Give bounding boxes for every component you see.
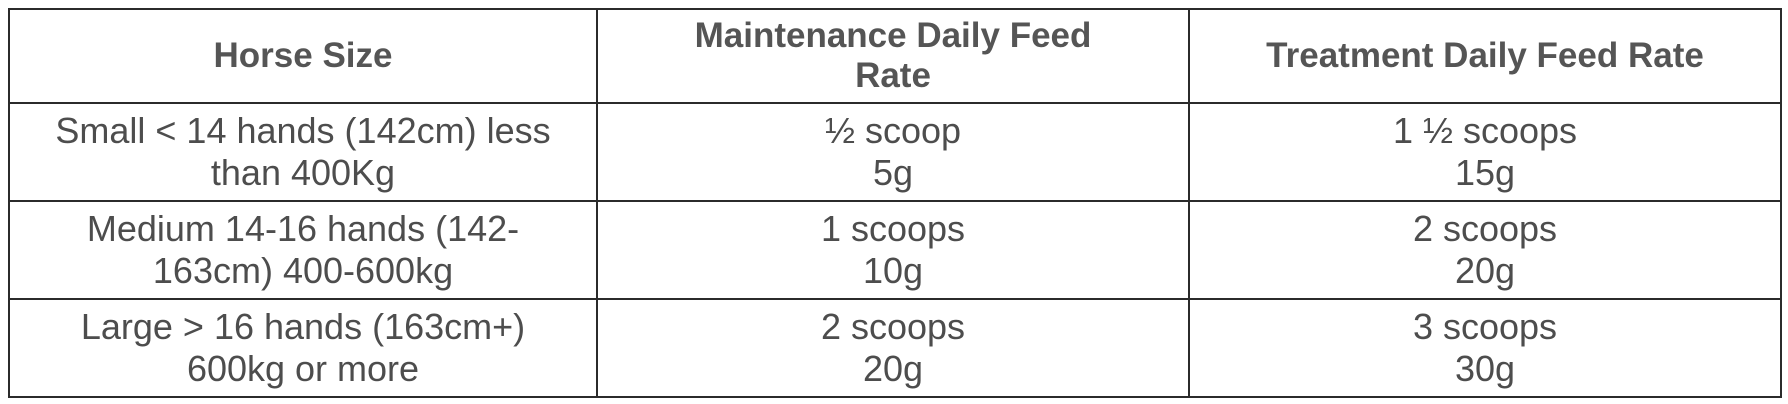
cell-text: Medium 14-16 hands (142- [86,208,520,249]
cell-treatment-rate: 2 scoops 20g [1188,200,1782,300]
cell-horse-size: Small < 14 hands (142cm) less than 400Kg [8,102,598,202]
cell-text: 2 scoops [1412,208,1558,249]
cell-text: than 400Kg [210,152,396,193]
cell-treatment-rate: 1 ½ scoops 15g [1188,102,1782,202]
header-text: Maintenance Daily Feed [694,16,1092,55]
header-maintenance-rate: Maintenance Daily Feed Rate [596,8,1190,104]
table-row-small: Small < 14 hands (142cm) less than 400Kg… [8,102,1782,202]
cell-text: Large > 16 hands (163cm+) [80,306,526,347]
header-text: Treatment Daily Feed Rate [1266,36,1704,75]
cell-maintenance-rate: ½ scoop 5g [596,102,1190,202]
cell-text: 1 scoops [820,208,966,249]
table-row-medium: Medium 14-16 hands (142- 163cm) 400-600k… [8,200,1782,300]
cell-text: 10g [862,250,924,291]
cell-text: ½ scoop [824,110,962,151]
table-row-large: Large > 16 hands (163cm+) 600kg or more … [8,298,1782,398]
table-header-row: Horse Size Maintenance Daily Feed Rate T… [8,8,1782,104]
cell-text: 20g [862,348,924,389]
cell-text: 15g [1454,152,1516,193]
cell-text: 20g [1454,250,1516,291]
cell-maintenance-rate: 2 scoops 20g [596,298,1190,398]
cell-treatment-rate: 3 scoops 30g [1188,298,1782,398]
cell-horse-size: Medium 14-16 hands (142- 163cm) 400-600k… [8,200,598,300]
cell-text: 3 scoops [1412,306,1558,347]
cell-text: 2 scoops [820,306,966,347]
feed-rate-table: Horse Size Maintenance Daily Feed Rate T… [8,8,1782,398]
cell-text: 163cm) 400-600kg [152,250,454,291]
header-treatment-rate: Treatment Daily Feed Rate [1188,8,1782,104]
header-text: Horse Size [213,36,393,75]
cell-text: 1 ½ scoops [1392,110,1578,151]
cell-text: Small < 14 hands (142cm) less [55,110,551,151]
cell-text: 5g [872,152,914,193]
cell-text: 30g [1454,348,1516,389]
header-text: Rate [855,56,931,95]
cell-horse-size: Large > 16 hands (163cm+) 600kg or more [8,298,598,398]
cell-text: 600kg or more [186,348,420,389]
header-horse-size: Horse Size [8,8,598,104]
cell-maintenance-rate: 1 scoops 10g [596,200,1190,300]
